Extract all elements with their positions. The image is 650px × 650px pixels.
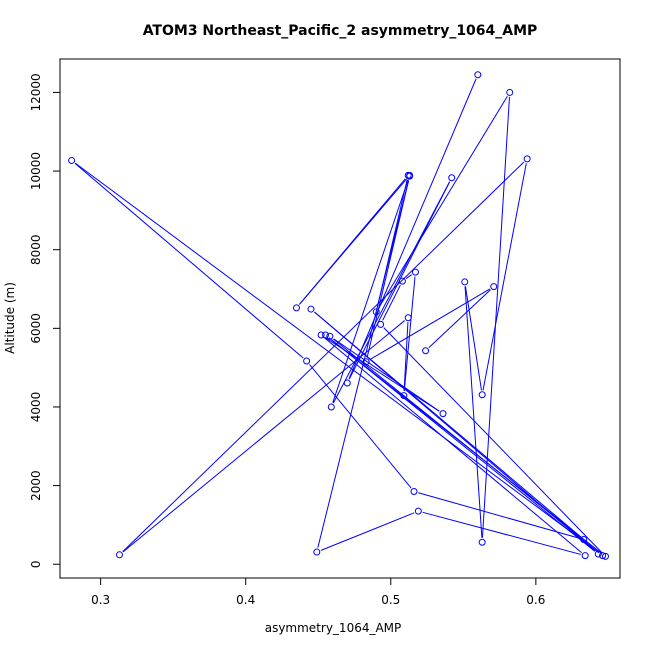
data-point	[343, 379, 351, 387]
series-line-segment	[405, 274, 413, 279]
data-point	[414, 507, 422, 515]
series-line-segment	[320, 512, 415, 551]
series-line-segment	[298, 178, 406, 305]
y-tick-label: 0	[29, 560, 43, 568]
y-tick-label: 12000	[29, 73, 43, 111]
x-tick-label: 0.3	[91, 593, 110, 607]
x-tick-label: 0.6	[526, 593, 545, 607]
series-line-segment	[464, 286, 482, 391]
data-point	[478, 391, 486, 399]
data-point	[398, 277, 406, 285]
series-line-segment	[422, 511, 581, 555]
data-point	[307, 305, 315, 313]
x-tick-label: 0.4	[236, 593, 255, 607]
series-line-segment	[333, 338, 600, 554]
y-tick-label: 2000	[29, 470, 43, 501]
chart-title: ATOM3 Northeast_Pacific_2 asymmetry_1064…	[143, 23, 538, 39]
data-point	[523, 155, 531, 163]
data-point	[313, 548, 321, 556]
series-line-segment	[348, 78, 477, 380]
data-point	[410, 488, 418, 495]
data-point	[326, 332, 334, 340]
data-point	[448, 174, 456, 182]
series-line-segment	[317, 180, 410, 548]
data-point	[601, 552, 609, 560]
x-axis-label: asymmetry_1064_AMP	[265, 621, 402, 635]
series-line-segment	[428, 289, 491, 349]
y-tick-label: 10000	[29, 152, 43, 190]
series-line-segment	[482, 163, 527, 391]
series-line-segment	[383, 327, 603, 554]
data-point	[303, 357, 311, 365]
series-line-segment	[418, 492, 580, 539]
series-line-segment	[122, 161, 525, 553]
data-point	[581, 552, 589, 560]
series-line-segment	[332, 179, 409, 403]
series-layer	[68, 71, 609, 560]
series-line-segment	[464, 286, 483, 538]
data-point	[580, 535, 588, 543]
data-point	[404, 314, 412, 322]
data-point	[400, 392, 408, 400]
data-point	[599, 552, 607, 560]
data-point	[292, 304, 300, 312]
data-point	[478, 538, 486, 546]
series-line-segment	[328, 337, 596, 552]
series-line-segment	[324, 337, 440, 412]
data-point	[422, 347, 430, 355]
y-tick-label: 8000	[29, 234, 43, 265]
plot-frame	[59, 58, 621, 579]
data-point	[68, 156, 76, 164]
series-line-segment	[74, 162, 600, 554]
data-point	[506, 88, 514, 96]
data-point	[372, 308, 380, 316]
series-line-segment	[366, 180, 410, 358]
data-point	[461, 278, 469, 286]
data-point	[327, 403, 335, 411]
series-line-segment	[332, 181, 451, 404]
data-point	[321, 331, 329, 339]
y-tick-label: 6000	[29, 313, 43, 344]
data-point	[377, 320, 385, 328]
series-line-segment	[314, 311, 581, 537]
data-point	[490, 283, 498, 291]
series-line-segment	[382, 284, 401, 321]
series-line-segment	[403, 276, 416, 392]
data-point	[115, 551, 123, 559]
series-line-segment	[378, 96, 508, 309]
y-axis-label: Altitude (m)	[3, 282, 17, 354]
series-line-segment	[324, 337, 583, 554]
series-line-segment	[369, 288, 491, 360]
series-line-segment	[122, 320, 406, 553]
y-tick-label: 4000	[29, 392, 43, 423]
data-point	[474, 71, 482, 79]
data-point	[406, 172, 414, 180]
data-point	[439, 410, 447, 418]
x-tick-label: 0.5	[381, 593, 400, 607]
data-point	[411, 268, 419, 276]
series-line-segment	[333, 338, 440, 412]
data-point	[317, 331, 325, 339]
series-line-segment	[309, 364, 412, 489]
series-line-segment	[74, 162, 304, 359]
axes: 0.3 0.4 0.5 0.6 0 2000 4000 6000 8000 10000 12000	[29, 73, 545, 607]
data-point	[594, 550, 602, 558]
series-line-segment	[403, 322, 409, 392]
data-point	[362, 358, 370, 366]
